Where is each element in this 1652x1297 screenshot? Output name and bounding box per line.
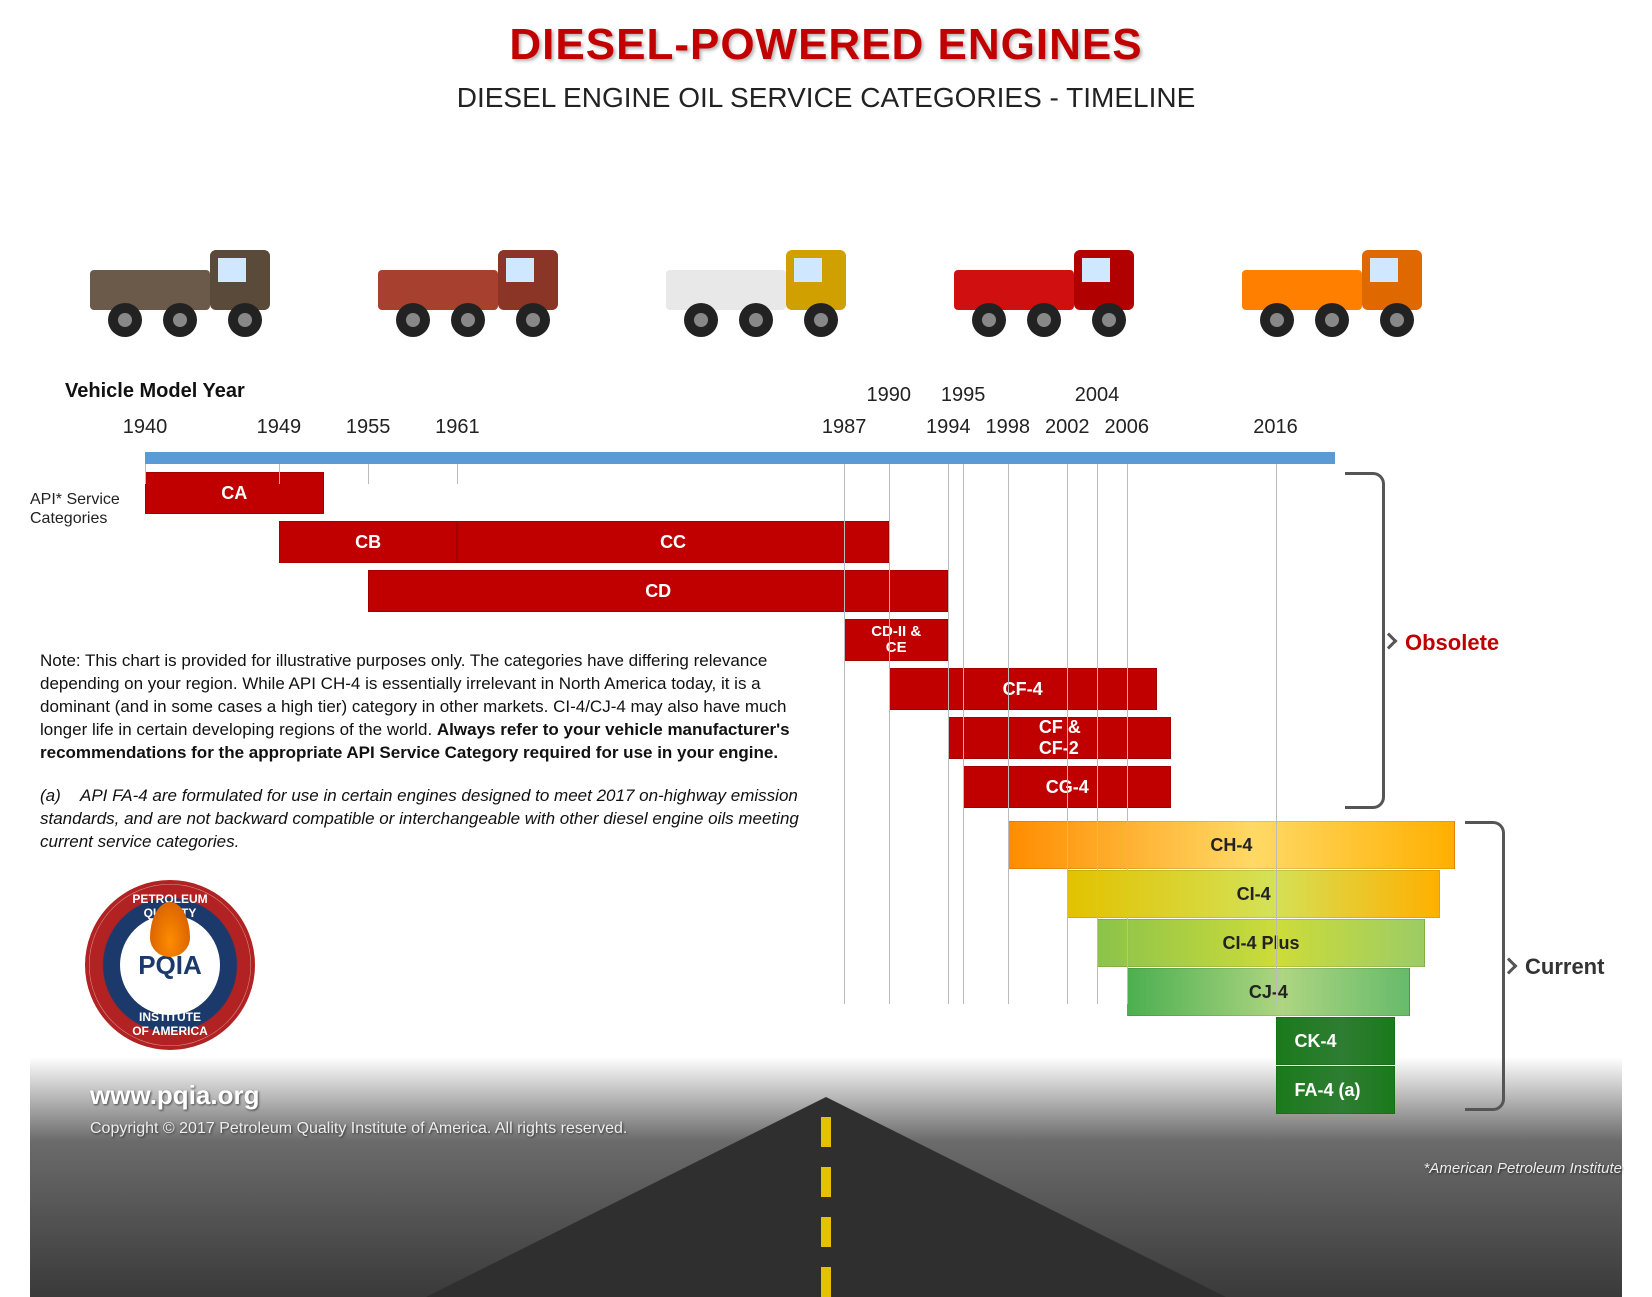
category-bar: CD-II &CE (844, 619, 948, 661)
truck-1950s-semi (368, 210, 588, 350)
category-bar-current: CI-4 Plus (1097, 919, 1425, 967)
year-label: 1990 (867, 384, 912, 407)
category-bar: CC (457, 521, 888, 563)
gridline (948, 464, 949, 1004)
year-label: 2016 (1253, 416, 1298, 439)
category-bar: CF-4 (889, 668, 1157, 710)
truck-2000s-conventional (944, 210, 1164, 350)
vehicle-model-year-label: Vehicle Model Year (65, 380, 245, 403)
note-block: Note: This chart is provided for illustr… (40, 650, 830, 765)
gridline (1067, 464, 1068, 1004)
gridline (279, 464, 280, 484)
note-a: (a)API FA-4 are formulated for use in ce… (40, 785, 800, 854)
road-centerline (821, 1117, 831, 1297)
year-label: 1949 (257, 416, 302, 439)
category-bar-current: CJ-4 (1127, 968, 1410, 1016)
note-a-prefix: (a) (40, 785, 80, 808)
brace-current (1465, 821, 1505, 1111)
category-bar-current: CK-4 (1276, 1017, 1396, 1065)
category-bar-current: CH-4 (1008, 821, 1455, 869)
category-bar: CB (279, 521, 458, 563)
gridline (1127, 464, 1128, 1004)
obsolete-label: Obsolete (1405, 630, 1499, 656)
current-label: Current (1525, 954, 1604, 980)
note-a-text: API FA-4 are formulated for use in certa… (40, 786, 799, 851)
brace-obsolete (1345, 472, 1385, 809)
chart-area: Vehicle Model Year 1990 1995 2004 1940 1949 1… (30, 380, 1622, 1297)
truck-2016-modern (1232, 210, 1452, 350)
trucks-row (80, 170, 1452, 350)
gridline (145, 464, 146, 484)
gridline (1008, 464, 1009, 1004)
category-bar: CF &CF-2 (948, 717, 1171, 759)
api-service-label: API* Service Categories (30, 490, 140, 528)
gridline (1097, 464, 1098, 1004)
year-label: 1961 (435, 416, 480, 439)
year-label: 1955 (346, 416, 391, 439)
year-label: 2006 (1105, 416, 1150, 439)
year-label: 1987 (822, 416, 867, 439)
gridline (963, 464, 964, 1004)
gridline (889, 464, 890, 1004)
gridline (457, 464, 458, 484)
category-bar-current: FA-4 (a) (1276, 1066, 1396, 1114)
truck-1930s-dump (80, 210, 300, 350)
year-label: 2004 (1075, 384, 1120, 407)
footnote-api: *American Petroleum Institute (1424, 1160, 1622, 1177)
subtitle: DIESEL ENGINE OIL SERVICE CATEGORIES - T… (0, 82, 1652, 114)
year-label: 2002 (1045, 416, 1090, 439)
main-title: DIESEL-POWERED ENGINES (0, 20, 1652, 70)
copyright: Copyright © 2017 Petroleum Quality Insti… (90, 1120, 627, 1138)
year-label: 1998 (986, 416, 1031, 439)
gridline (368, 464, 369, 484)
timeline-bar (145, 452, 1335, 464)
year-label: 1994 (926, 416, 971, 439)
truck-1980s-cabover (656, 210, 876, 350)
year-label: 1940 (123, 416, 168, 439)
gridline (1276, 464, 1277, 1004)
site-url: www.pqia.org (90, 1080, 259, 1111)
pqia-logo: PQIA PETROLEUM QUALITY INSTITUTE OF AMER… (70, 880, 270, 1050)
year-label: 1995 (941, 384, 986, 407)
gridline (844, 464, 845, 1004)
category-bar-current: CI-4 (1067, 870, 1440, 918)
category-bar: CD (368, 570, 948, 612)
category-bar: CA (145, 472, 324, 514)
